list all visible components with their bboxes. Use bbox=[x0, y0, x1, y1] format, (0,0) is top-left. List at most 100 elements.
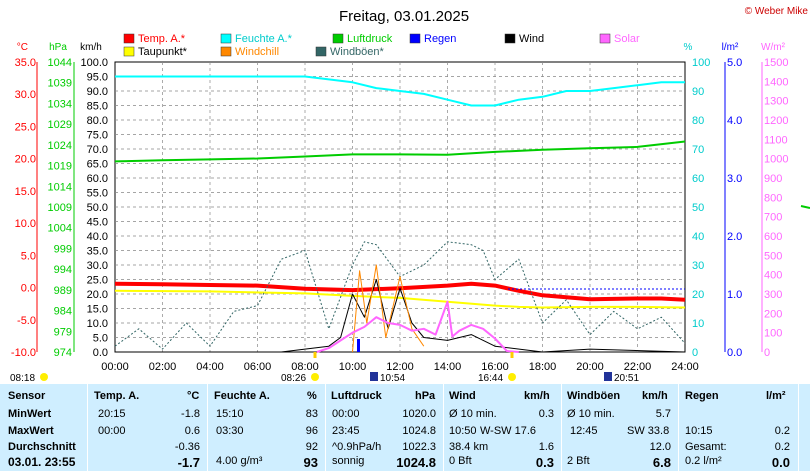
wind-tick-label: 70.0 bbox=[87, 144, 108, 156]
press-tick-label: 1044 bbox=[48, 57, 72, 69]
rain-tick-label: 1.0 bbox=[727, 289, 742, 301]
solar-tick-label: 900 bbox=[764, 173, 782, 185]
rain-tick-label: 4.0 bbox=[727, 115, 742, 127]
row-label: MaxWert bbox=[8, 425, 54, 437]
rain-tick-label: 5.0 bbox=[727, 57, 742, 69]
rain-tick-label: 3.0 bbox=[727, 173, 742, 185]
wind-tick-label: 80.0 bbox=[87, 115, 108, 127]
press-tick-label: 984 bbox=[54, 306, 72, 318]
solar-tick-label: 300 bbox=[764, 289, 782, 301]
temp-tick-label: 15.0 bbox=[15, 186, 36, 198]
chart-title: Freitag, 03.01.2025 bbox=[339, 8, 469, 25]
x-tick-label: 00:00 bbox=[101, 361, 129, 373]
legend-label: Regen bbox=[424, 33, 456, 45]
wind-tick-label: 95.0 bbox=[87, 72, 108, 84]
legend-label: Solar bbox=[614, 33, 640, 45]
x-tick-label: 04:00 bbox=[196, 361, 224, 373]
solar-tick-label: 1100 bbox=[764, 134, 788, 146]
temp-value: 0.6 bbox=[184, 425, 200, 437]
press-tick-label: 1004 bbox=[48, 223, 72, 235]
press-tick-label: 994 bbox=[54, 264, 72, 276]
hum-tick-label: 0 bbox=[692, 347, 698, 359]
legend-label: Temp. A.* bbox=[138, 33, 186, 45]
hum-value: 83 bbox=[305, 408, 318, 420]
solar-unit: W/m² bbox=[761, 42, 786, 53]
hum-time: 4.00 g/m³ bbox=[216, 455, 263, 467]
header-wind: Wind bbox=[449, 390, 476, 402]
rain-value: 0.2 bbox=[774, 425, 790, 437]
stats-table: Sensor Temp. A. °C Feuchte A. % Luftdruc… bbox=[0, 384, 810, 471]
wind-tick-label: 60.0 bbox=[87, 173, 108, 185]
header-rain: Regen bbox=[685, 390, 719, 402]
hum-tick-label: 90 bbox=[692, 86, 704, 98]
header-hum-unit: % bbox=[307, 390, 317, 402]
legend-swatch bbox=[220, 33, 232, 44]
x-tick-label: 24:00 bbox=[671, 361, 699, 373]
gust-value: 12.0 bbox=[649, 441, 671, 453]
press-value: 1024.8 bbox=[402, 425, 436, 437]
legend-swatch bbox=[599, 33, 611, 44]
row-label: MinWert bbox=[8, 408, 52, 420]
legend-label: Taupunkt* bbox=[138, 46, 188, 58]
gust-text: SW 33.8 bbox=[627, 425, 670, 437]
x-tick-label: 20:00 bbox=[576, 361, 604, 373]
header-gust: Windböen bbox=[567, 390, 621, 402]
press-tick-label: 979 bbox=[54, 326, 72, 338]
legend-label: Windböen* bbox=[330, 46, 385, 58]
hum-time: 15:10 bbox=[216, 408, 244, 420]
x-tick-label: 06:00 bbox=[244, 361, 272, 373]
temp-unit: °C bbox=[17, 42, 28, 53]
press-tick-label: 1009 bbox=[48, 202, 72, 214]
row-label: 03.01. 23:55 bbox=[8, 455, 76, 469]
temp-tick-label: 5.0 bbox=[21, 250, 36, 262]
press-time: 23:45 bbox=[332, 425, 360, 437]
legend-swatch bbox=[220, 46, 232, 57]
hum-tick-label: 50 bbox=[692, 202, 704, 214]
press-tick-label: 1014 bbox=[48, 181, 72, 193]
solar-tick-label: 200 bbox=[764, 308, 782, 320]
wind-tick-label: 75.0 bbox=[87, 130, 108, 142]
solar-tick-label: 100 bbox=[764, 328, 782, 340]
rain-value: 0.2 bbox=[774, 441, 790, 453]
x-tick-label: 02:00 bbox=[149, 361, 177, 373]
temp-tick-label: 20.0 bbox=[15, 154, 36, 166]
temp-tick-label: -5.0 bbox=[17, 315, 36, 327]
wind-tick-label: 35.0 bbox=[87, 246, 108, 258]
wind-tick-label: 0.0 bbox=[93, 347, 108, 359]
solar-tick-label: 1400 bbox=[764, 76, 788, 88]
credit-label: © Weber Mike bbox=[745, 6, 809, 17]
header-temp: Temp. A. bbox=[94, 390, 140, 402]
press-time: 00:00 bbox=[332, 408, 360, 420]
solar-tick-label: 1300 bbox=[764, 96, 788, 108]
solar-tick-label: 0 bbox=[764, 347, 770, 359]
wind-tick-label: 85.0 bbox=[87, 101, 108, 113]
press-tick-label: 1029 bbox=[48, 119, 72, 131]
wind-tick-label: 45.0 bbox=[87, 217, 108, 229]
hum-tick-label: 30 bbox=[692, 260, 704, 272]
legend-label: Luftdruck bbox=[347, 33, 393, 45]
series-line-taupunkt bbox=[114, 289, 686, 309]
temp-tick-label: 35.0 bbox=[15, 57, 36, 69]
x-tick-label: 10:00 bbox=[339, 361, 367, 373]
moonrise-label: 10:54 bbox=[380, 373, 405, 384]
wind-tick-label: 20.0 bbox=[87, 289, 108, 301]
legend-swatch bbox=[123, 46, 135, 57]
wind-tick-label: 10.0 bbox=[87, 318, 108, 330]
wind-tick-label: 40.0 bbox=[87, 231, 108, 243]
wind-value: 0.3 bbox=[535, 455, 554, 470]
wind-tick-label: 100.0 bbox=[80, 57, 108, 69]
series bbox=[114, 75, 686, 353]
wind-text: 38.4 km bbox=[449, 441, 489, 453]
sunrise-label: 08:26 bbox=[281, 373, 306, 384]
press-tick-label: 974 bbox=[54, 347, 72, 359]
x-tick-label: 22:00 bbox=[624, 361, 652, 373]
temp-tick-label: 25.0 bbox=[15, 121, 36, 133]
rain-unit: l/m² bbox=[722, 42, 739, 53]
x-tick-label: 12:00 bbox=[386, 361, 414, 373]
hum-tick-label: 60 bbox=[692, 173, 704, 185]
header-wind-unit: km/h bbox=[524, 390, 550, 402]
series-line-luftdruck bbox=[114, 140, 686, 163]
wind-tick-label: 55.0 bbox=[87, 188, 108, 200]
row-label: Durchschnitt bbox=[8, 441, 76, 453]
wind-tick-label: 25.0 bbox=[87, 275, 108, 287]
